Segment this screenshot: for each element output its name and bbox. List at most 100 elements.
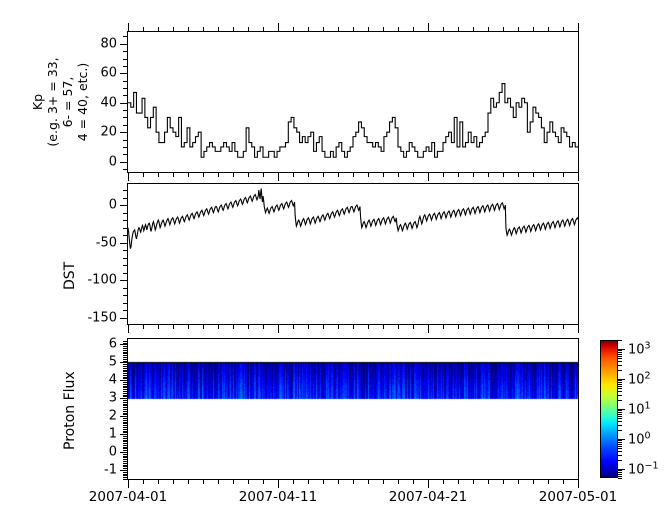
y-minor-tick [123,403,127,405]
x-minor-tick-top [413,27,414,32]
y-minor-tick [123,154,127,156]
y-minor-tick [123,412,127,414]
y-minor-tick [123,410,127,412]
colorbar-minor-tick [618,478,622,479]
x-minor-tick [218,479,219,484]
x-minor-tick [458,479,459,484]
x-minor-tick [518,172,519,177]
x-minor-tick [548,172,549,177]
colorbar-minor-tick [618,445,622,447]
dst-data-line [127,188,579,249]
x-minor-tick-top [368,27,369,32]
y-major-tick [120,317,127,319]
x-minor-tick [203,172,204,177]
x-minor-tick-top [563,27,564,32]
x-minor-tick [233,172,234,177]
y-minor-tick [123,441,127,443]
x-minor-tick [338,172,339,177]
y-minor-tick [123,448,127,450]
x-minor-tick [323,479,324,484]
colorbar-tick-label: 100 [628,430,651,448]
y-minor-tick [123,425,127,427]
x-minor-tick-top [503,27,504,32]
x-minor-tick [413,479,414,484]
y-minor-tick [123,417,127,419]
x-minor-tick-top [548,27,549,32]
colorbar-minor-tick [618,351,622,353]
y-minor-tick [123,477,127,479]
y-minor-tick [123,391,127,393]
y-minor-tick [123,355,127,357]
y-tick-label: 4 [108,372,117,388]
colorbar-tick-label: 102 [628,370,651,388]
x-minor-tick-top [263,27,264,32]
x-minor-tick [488,172,489,177]
x-minor-tick [248,172,249,177]
y-tick-label: 60 [100,65,117,81]
x-minor-tick [443,479,444,484]
y-major-tick [120,362,127,364]
x-minor-tick [143,479,144,484]
x-minor-tick [368,172,369,177]
colorbar-major-tick [618,468,625,470]
colorbar-minor-tick [618,415,622,417]
colorbar-minor-tick [618,411,622,413]
y-tick-label: 5 [108,354,117,370]
x-minor-tick [488,479,489,484]
y-minor-tick [123,479,127,480]
x-minor-tick [398,172,399,177]
x-minor-tick [143,324,144,329]
y-minor-tick [123,457,127,459]
y-minor-tick [123,426,127,428]
x-major-tick [128,479,129,488]
y-minor-tick [123,389,127,391]
y-major-tick [120,161,127,163]
colorbar-minor-tick [618,413,622,415]
x-minor-tick-top [398,27,399,32]
y-minor-tick [123,88,127,89]
y-minor-tick [123,139,127,141]
x-major-tick [278,324,279,333]
y-minor-tick [123,373,127,375]
y-minor-tick [123,227,127,229]
x-minor-tick [203,479,204,484]
x-tick-label: 2007-05-01 [538,489,618,505]
y-tick-label: 80 [100,36,117,52]
x-minor-tick [248,324,249,329]
y-minor-tick [123,376,127,378]
y-minor-tick [123,351,127,353]
colorbar-minor-tick [618,369,622,371]
x-major-tick [128,172,129,181]
y-minor-tick [123,124,127,126]
y-minor-tick [123,432,127,434]
colorbar-minor-tick [618,420,622,422]
y-minor-tick [123,423,127,425]
y-minor-tick [123,353,127,355]
y-minor-tick [123,462,127,464]
x-minor-tick [383,324,384,329]
y-major-tick [120,398,127,400]
y-minor-tick [123,446,127,448]
y-minor-tick [123,461,127,463]
x-major-tick [578,479,579,488]
x-minor-tick [233,324,234,329]
colorbar-minor-tick [618,394,622,396]
proton-flux-colorbar [600,340,618,478]
y-minor-tick [123,369,127,371]
y-minor-tick [123,58,127,60]
y-minor-tick [123,430,127,432]
x-minor-tick [353,324,354,329]
x-minor-tick [233,479,234,484]
x-minor-tick [293,324,294,329]
colorbar-minor-tick [618,448,622,449]
x-major-tick-top [278,23,279,32]
x-minor-tick [158,479,159,484]
colorbar-minor-tick [618,475,622,477]
x-minor-tick [323,172,324,177]
x-minor-tick [458,172,459,177]
y-minor-tick [123,409,127,410]
y-minor-tick [123,383,127,385]
y-minor-tick [123,371,127,373]
y-minor-tick [123,356,127,358]
colorbar-tick-label: 101 [628,400,651,418]
